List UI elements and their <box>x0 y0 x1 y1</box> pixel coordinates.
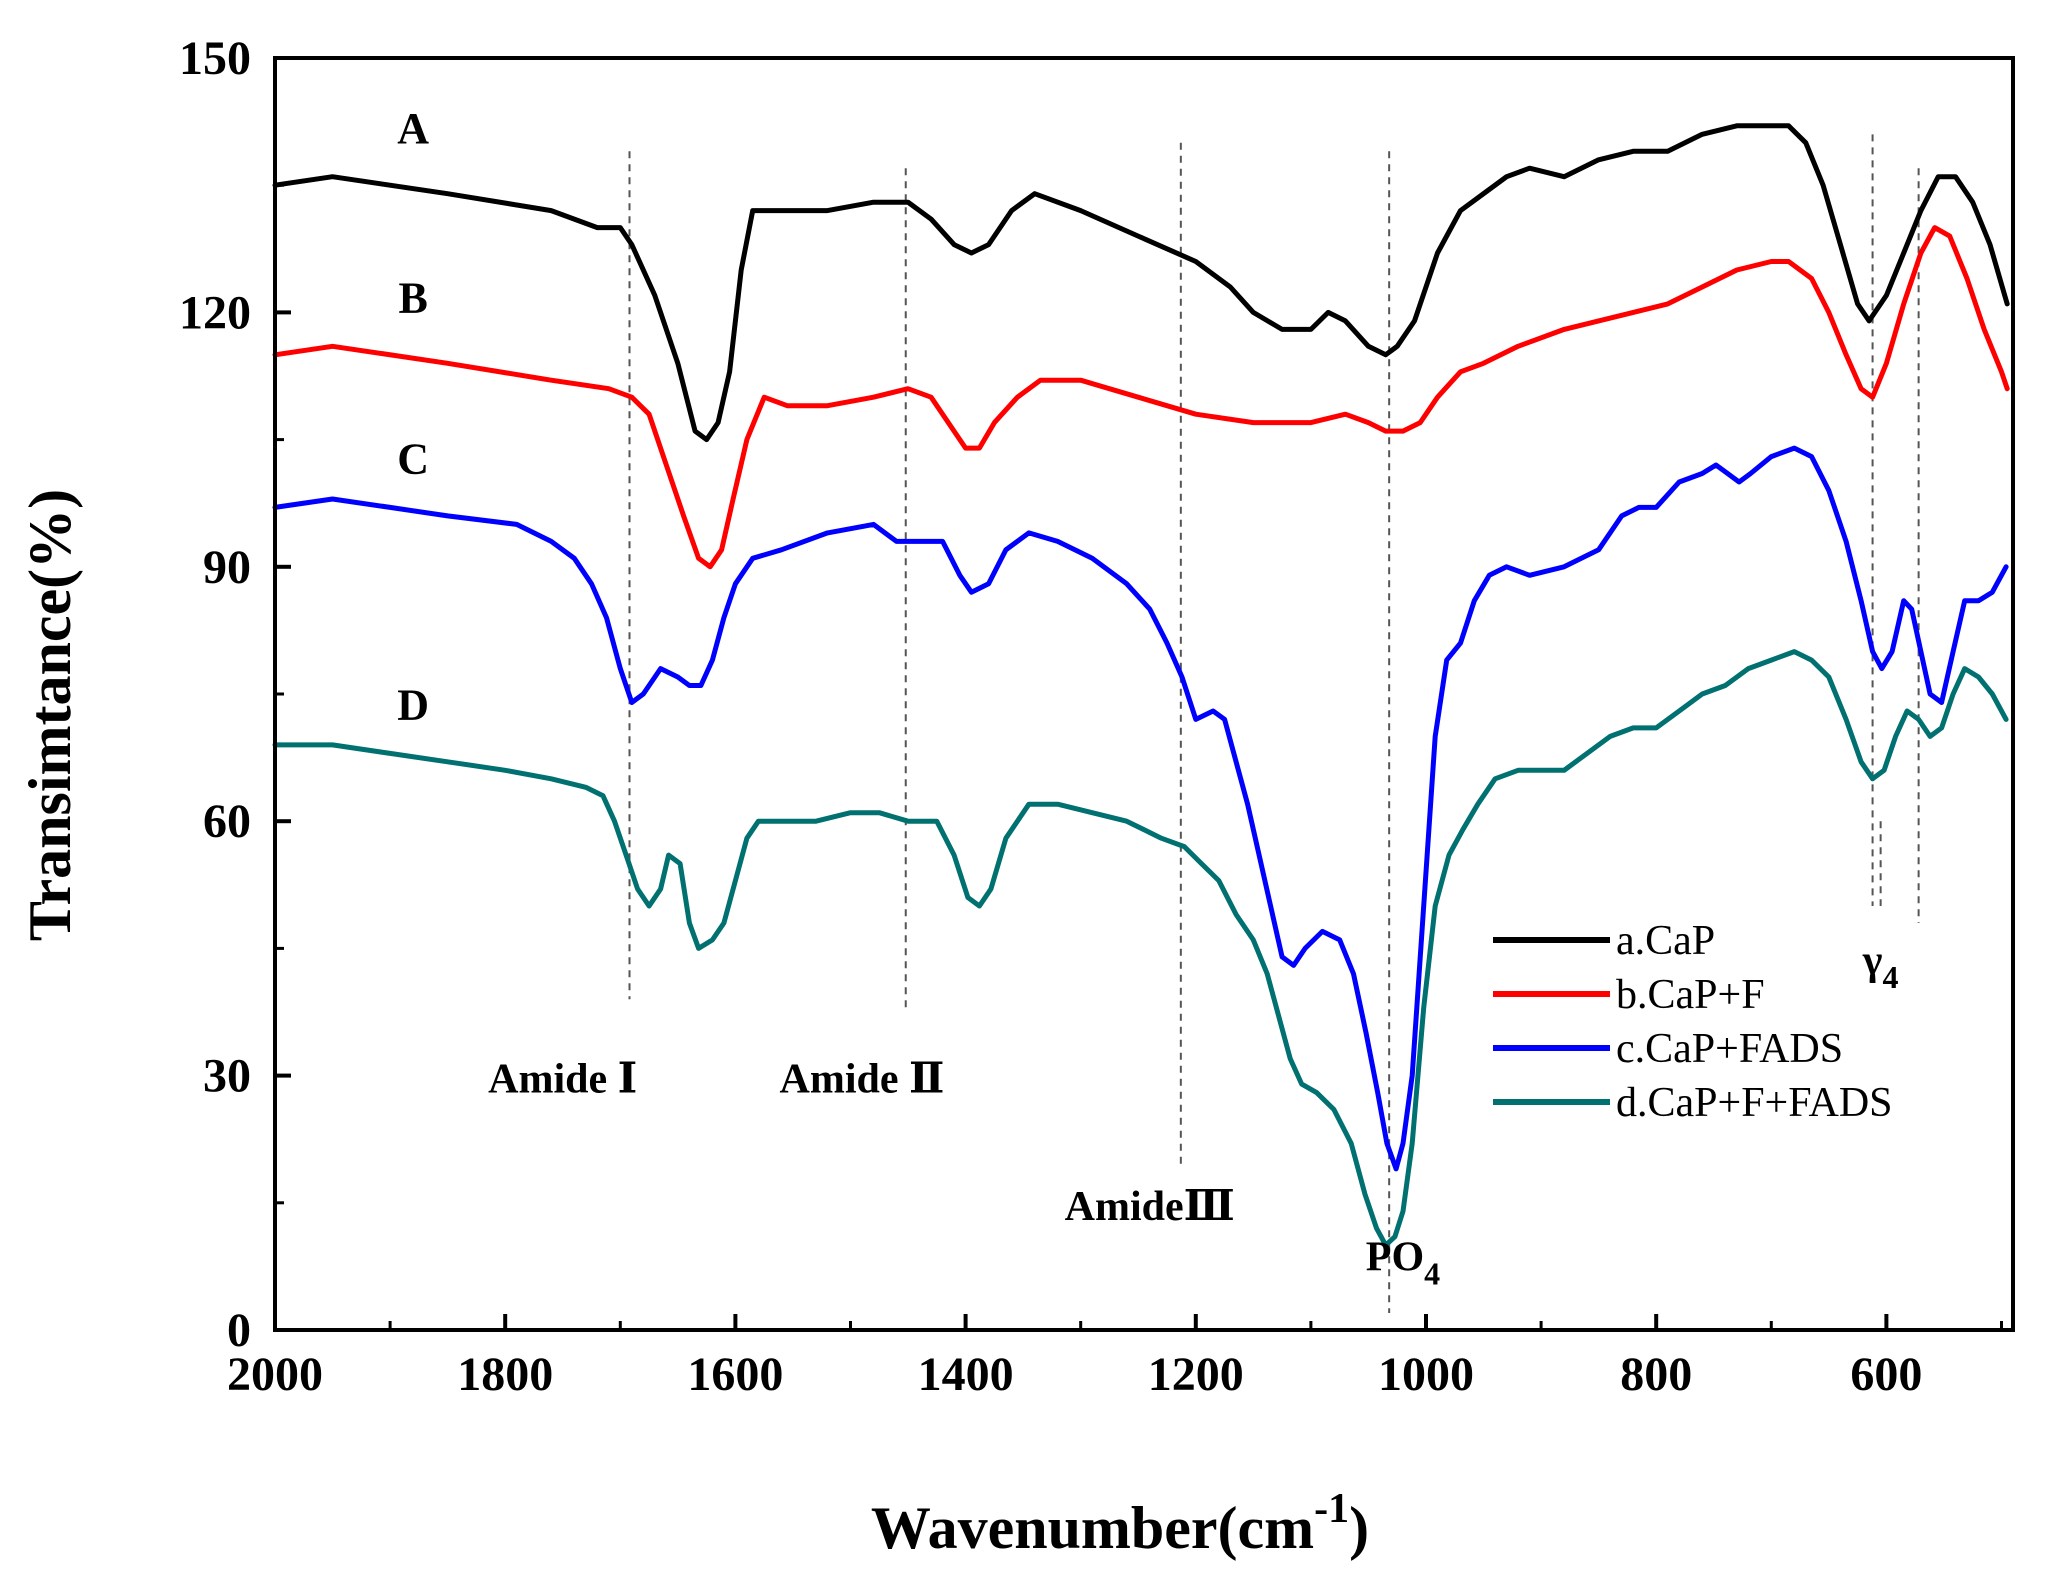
y-tick-label: 30 <box>203 1050 251 1103</box>
series-lines <box>272 123 2010 1248</box>
series-line <box>272 445 2009 1172</box>
x-tick-label: 1400 <box>918 1348 1014 1401</box>
band-annotation: PO4 <box>1366 1235 1440 1292</box>
x-tick-label: 1200 <box>1148 1348 1244 1401</box>
y-tick-label: 120 <box>179 286 251 339</box>
x-axis-title-end: ) <box>1349 1495 1369 1561</box>
band-annotation: γ4 <box>1862 938 1899 995</box>
y-axis-title: Transimtance(%) <box>17 489 83 941</box>
legend-label: a.CaP <box>1616 918 1715 964</box>
series-line <box>272 649 2009 1248</box>
y-tick-label: 90 <box>203 541 251 594</box>
x-axis-title-base: Wavenumber(cm <box>871 1495 1314 1561</box>
legend-label: d.CaP+F+FADS <box>1616 1080 1893 1126</box>
x-axis-title: Wavenumber(cm-1) <box>871 1486 1369 1561</box>
band-annotation-text: Amide Ⅱ <box>780 1057 945 1103</box>
band-annotation-text: Amide Ⅰ <box>488 1057 637 1103</box>
x-tick-label: 1800 <box>457 1348 553 1401</box>
plot-frame <box>273 56 2015 1332</box>
curve-letters: A B C D <box>397 104 429 730</box>
band-annotation: Amide Ⅰ <box>488 1057 637 1103</box>
band-annotation-subscript: 4 <box>1424 1256 1440 1292</box>
x-tick-label: 800 <box>1620 1348 1692 1401</box>
axis-ticks: 2000 1800 1600 1400 1200 1000 800 600 0 30 60 90 120… <box>179 32 2003 1401</box>
curve-letter-label: B <box>398 273 427 322</box>
band-annotation: Amide Ⅱ <box>780 1057 945 1103</box>
y-tick-label: 150 <box>179 32 251 85</box>
curve-letter-label: D <box>397 680 429 729</box>
legend-label: b.CaP+F <box>1616 972 1765 1018</box>
band-annotation-text: PO <box>1366 1235 1424 1281</box>
x-tick-label: 600 <box>1850 1348 1922 1401</box>
band-annotation-subscript: 4 <box>1882 959 1898 995</box>
y-tick-label: 0 <box>227 1304 251 1357</box>
band-annotation: AmideⅢ <box>1065 1184 1235 1230</box>
band-annotation-text: AmideⅢ <box>1065 1184 1235 1230</box>
x-tick-label: 1000 <box>1378 1348 1474 1401</box>
band-annotation-text: γ <box>1862 938 1883 984</box>
series-line <box>272 225 2010 570</box>
curve-letter-label: A <box>397 104 429 153</box>
x-axis-title-sup: -1 <box>1314 1486 1349 1532</box>
curve-letter-label: C <box>397 435 429 484</box>
y-tick-label: 60 <box>203 795 251 848</box>
series-line <box>272 123 2010 443</box>
legend: a.CaP b.CaP+F c.CaP+FADS d.CaP+F+FADS <box>1493 918 1893 1126</box>
x-tick-label: 2000 <box>227 1348 323 1401</box>
legend-label: c.CaP+FADS <box>1616 1026 1843 1072</box>
guide-lines <box>628 134 1920 1314</box>
x-tick-label: 1600 <box>687 1348 783 1401</box>
